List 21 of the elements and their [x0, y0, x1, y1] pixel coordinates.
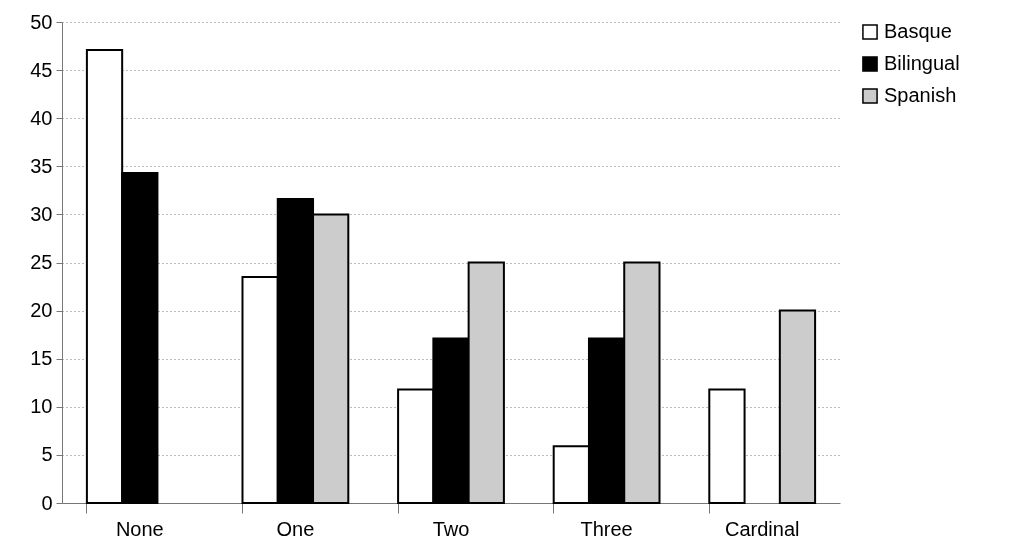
- y-tick-label: 35: [30, 154, 53, 177]
- legend-label: Basque: [884, 20, 952, 42]
- x-tick-label: Three: [580, 517, 633, 540]
- x-tick-label: Cardinal: [724, 517, 800, 540]
- legend-label: Spanish: [884, 84, 957, 106]
- bar: [778, 309, 817, 504]
- y-tick-label: 5: [41, 443, 53, 466]
- x-tick-label: None: [115, 517, 164, 540]
- bar: [708, 388, 746, 504]
- y-tick-label: 20: [30, 299, 53, 322]
- y-tick-label: 45: [30, 58, 53, 81]
- y-tick-label: 10: [30, 395, 53, 418]
- x-tick-label: One: [276, 517, 315, 540]
- x-tick-label: Two: [432, 517, 470, 540]
- y-tick-label: 15: [30, 347, 53, 370]
- y-tick-label: 40: [30, 106, 53, 129]
- y-tick-label: 30: [30, 202, 53, 225]
- legend-label: Bilingual: [884, 52, 960, 74]
- y-tick-label: 50: [30, 10, 53, 33]
- y-tick-label: 25: [30, 251, 53, 273]
- y-tick-label: 0: [41, 491, 53, 514]
